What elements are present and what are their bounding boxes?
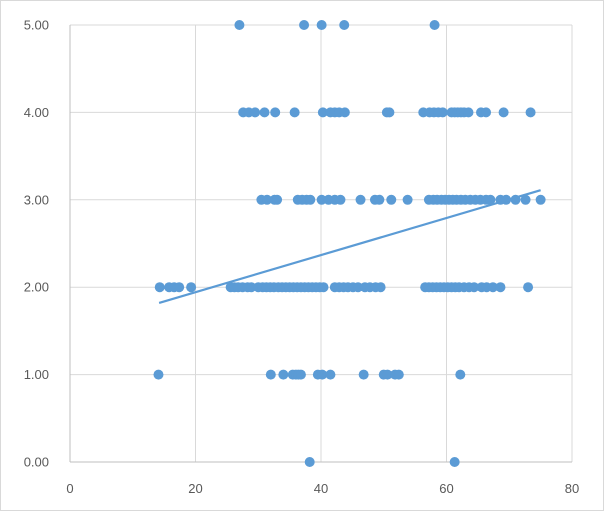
data-point — [386, 194, 397, 205]
x-tick-label: 80 — [565, 481, 579, 496]
data-point — [316, 194, 327, 205]
data-point — [305, 194, 316, 205]
data-point — [485, 194, 496, 205]
data-point — [265, 369, 276, 380]
data-point — [358, 369, 369, 380]
data-point — [259, 107, 270, 118]
data-point — [393, 369, 404, 380]
data-point — [455, 369, 466, 380]
data-point — [318, 282, 329, 293]
data-point — [449, 457, 460, 467]
data-point — [304, 457, 315, 467]
gridlines — [70, 24, 573, 462]
data-point — [463, 107, 474, 118]
tick-labels: 0 20 40 60 80 0.00 1.00 2.00 3.00 4.00 5.00 — [24, 18, 580, 497]
data-point — [186, 282, 197, 293]
data-point — [429, 20, 440, 30]
data-point — [272, 194, 283, 205]
data-point — [510, 194, 521, 205]
data-point — [289, 107, 300, 118]
data-point — [498, 107, 509, 118]
data-point — [525, 107, 536, 118]
data-point — [374, 194, 385, 205]
data-point — [384, 107, 395, 118]
data-points — [153, 20, 546, 467]
data-point — [278, 369, 289, 380]
data-point — [495, 282, 506, 293]
y-tick-label: 1.00 — [24, 367, 49, 382]
data-point — [535, 194, 546, 205]
data-point — [402, 194, 413, 205]
axes — [69, 25, 572, 463]
data-point — [317, 369, 328, 380]
data-point — [523, 282, 534, 293]
data-point — [317, 107, 328, 118]
y-tick-label: 2.00 — [24, 280, 49, 295]
data-point — [353, 282, 364, 293]
data-point — [339, 107, 350, 118]
data-point — [335, 194, 346, 205]
y-tick-label: 3.00 — [24, 192, 49, 207]
y-tick-label: 0.00 — [24, 455, 49, 470]
data-point — [469, 282, 480, 293]
data-point — [481, 107, 492, 118]
data-point — [437, 107, 448, 118]
data-point — [246, 282, 257, 293]
trendline — [158, 189, 541, 304]
data-point — [487, 282, 498, 293]
x-tick-label: 0 — [66, 481, 73, 496]
data-point — [250, 107, 261, 118]
data-point — [316, 20, 327, 30]
data-point — [299, 20, 310, 30]
data-point — [234, 20, 245, 30]
data-point — [375, 282, 386, 293]
data-point — [501, 194, 512, 205]
data-point — [339, 20, 350, 30]
data-point — [325, 369, 336, 380]
y-tick-label: 4.00 — [24, 105, 49, 120]
data-point — [154, 282, 165, 293]
trendline-layer — [158, 189, 541, 304]
data-point — [382, 369, 393, 380]
data-point — [295, 369, 306, 380]
y-tick-label: 5.00 — [24, 18, 49, 33]
x-tick-label: 20 — [188, 481, 202, 496]
data-point — [270, 107, 281, 118]
x-tick-label: 60 — [439, 481, 453, 496]
data-point — [520, 194, 531, 205]
data-point — [153, 369, 164, 380]
data-point — [174, 282, 185, 293]
x-tick-label: 40 — [314, 481, 328, 496]
data-point — [262, 194, 273, 205]
data-point — [355, 194, 366, 205]
